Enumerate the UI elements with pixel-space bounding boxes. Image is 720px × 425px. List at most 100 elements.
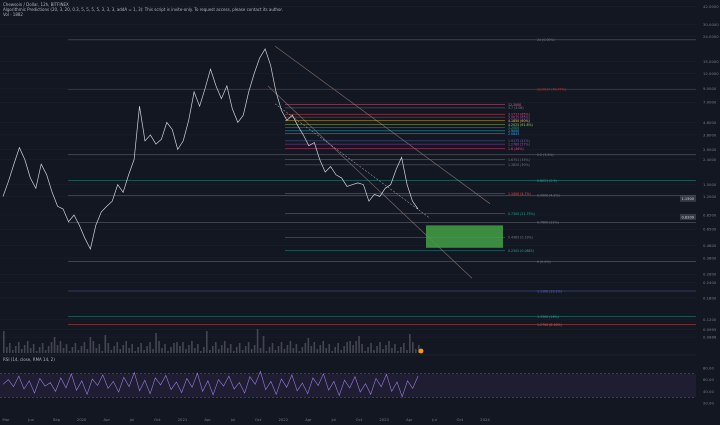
volume-bar xyxy=(116,342,119,353)
volume-bar xyxy=(331,351,334,353)
volume-bar xyxy=(122,345,125,353)
y-tick-label: 0.2800 xyxy=(703,272,717,277)
volume-bar xyxy=(322,341,325,353)
y-tick-label: 0.4800 xyxy=(703,243,717,248)
fib-level-label: 3.0615 (65%) xyxy=(508,115,530,119)
volume-bar xyxy=(310,346,313,353)
volume-bar xyxy=(298,351,301,353)
volume-bar xyxy=(286,345,289,353)
volume-bar xyxy=(268,347,271,353)
x-tick-label: 2023 xyxy=(379,417,389,422)
rsi-tick-label: 20.00 xyxy=(703,401,714,406)
fib-level-label: 0.2502 (0.0883) xyxy=(508,249,534,253)
volume-bar xyxy=(217,349,220,353)
volume-bar xyxy=(191,341,193,353)
volume-bar xyxy=(8,343,11,353)
volume-bar xyxy=(53,337,56,353)
volume-bar xyxy=(250,349,253,353)
volume-bar xyxy=(56,345,59,353)
volume-bar xyxy=(400,347,402,353)
fib-level-label: 1.1100 (19.1%) xyxy=(537,289,562,293)
fib-level-label: 0.7600 (21%) xyxy=(537,221,559,225)
x-tick-label: Oct xyxy=(457,417,464,422)
x-tick-label: Jul xyxy=(330,417,336,422)
volume-bar xyxy=(385,345,387,353)
volume-bar xyxy=(179,346,181,353)
y-tick-label: 0.0995 xyxy=(703,327,717,332)
events-icon[interactable] xyxy=(418,348,424,354)
y-tick-label: 1.5000 xyxy=(703,182,717,187)
volume-bar xyxy=(209,350,211,353)
target-zone-box[interactable] xyxy=(426,225,503,248)
volume-bar xyxy=(11,350,14,353)
price-tag-box xyxy=(680,213,696,220)
volume-bar xyxy=(74,343,77,353)
volume-bar xyxy=(152,349,154,353)
channel-mid-line xyxy=(274,103,431,219)
volume-bar xyxy=(197,344,199,353)
fib-level-label: 3.2000 xyxy=(508,126,519,130)
volume-bar xyxy=(361,344,363,353)
y-tick-label: 0.0866 xyxy=(703,334,717,339)
volume-bar xyxy=(206,331,208,353)
volume-bar xyxy=(107,343,110,353)
volume-bar xyxy=(301,347,304,353)
volume-bar xyxy=(235,347,238,353)
volume-bar xyxy=(382,349,384,353)
price-tag-label: 1.1500 xyxy=(682,197,695,201)
volume-bar xyxy=(418,345,420,353)
x-tick-label: Jul xyxy=(230,417,236,422)
volume-bar xyxy=(334,347,337,353)
volume-bar xyxy=(86,349,89,353)
volume-bar xyxy=(391,348,393,353)
y-tick-label: 12.0000 xyxy=(703,71,719,76)
x-tick-label: Jul xyxy=(431,417,437,422)
volume-bar xyxy=(388,341,390,353)
y-tick-label: 0.1800 xyxy=(703,295,717,300)
volume-bar xyxy=(158,341,160,353)
fib-level-label: 2.2 (3.2%) xyxy=(537,153,554,157)
volume-bar xyxy=(98,344,101,353)
volume-bars xyxy=(3,329,420,353)
volume-bar xyxy=(244,346,247,353)
volume-bar xyxy=(247,342,250,353)
volume-bar xyxy=(379,342,381,353)
x-tick-label: Oct xyxy=(356,417,363,422)
x-tick-label: 2020 xyxy=(77,417,87,422)
volume-bar xyxy=(62,348,65,353)
volume-bar xyxy=(38,347,41,353)
volume-bar xyxy=(256,329,259,353)
x-tick-label: Jun xyxy=(27,417,35,422)
x-tick-label: Jul xyxy=(129,417,135,422)
volume-bar xyxy=(185,349,187,353)
volume-bar xyxy=(110,350,113,353)
symbol-title: Chewsoin / Dollar, 12h, BITFINEX xyxy=(3,2,69,7)
volume-bar xyxy=(50,342,53,353)
rsi-tick-label: 40.00 xyxy=(703,389,714,394)
y-tick-label: 0.6500 xyxy=(703,227,717,232)
price-axis[interactable]: 42.0000 30.0000 24.0000 15.0000 12.0000 9.000… xyxy=(703,4,719,340)
x-tick-label: Sep xyxy=(53,417,61,422)
x-tick-label: Apr xyxy=(104,417,111,422)
x-tick-label: 2021 xyxy=(178,417,188,422)
volume-bar xyxy=(17,342,20,353)
x-tick-label: Apr xyxy=(406,417,413,422)
y-tick-label: 7.0000 xyxy=(703,100,717,105)
fib-level-label: 0.8021 (0.9) xyxy=(537,179,557,183)
time-axis[interactable]: Mar Jun Sep 2020 Apr Jul Oct 2021 Apr Jul Oct 2022 A… xyxy=(2,417,490,422)
volume-bar xyxy=(223,341,226,353)
volume-bar xyxy=(194,348,196,353)
fib-level-label: 1.6751 (35%) xyxy=(508,158,530,162)
volume-bar xyxy=(253,345,256,353)
rsi-pane: 80.00 60.00 40.00 20.00 xyxy=(0,365,714,406)
volume-bar xyxy=(20,349,23,353)
volume-bar xyxy=(68,351,71,353)
volume-bar xyxy=(32,344,35,353)
volume-bar xyxy=(349,341,351,353)
volume-bar xyxy=(274,350,277,353)
fib-level-label: 3.7 (3.08) xyxy=(508,106,524,110)
volume-bar xyxy=(161,348,163,353)
volume-bar xyxy=(83,342,86,353)
